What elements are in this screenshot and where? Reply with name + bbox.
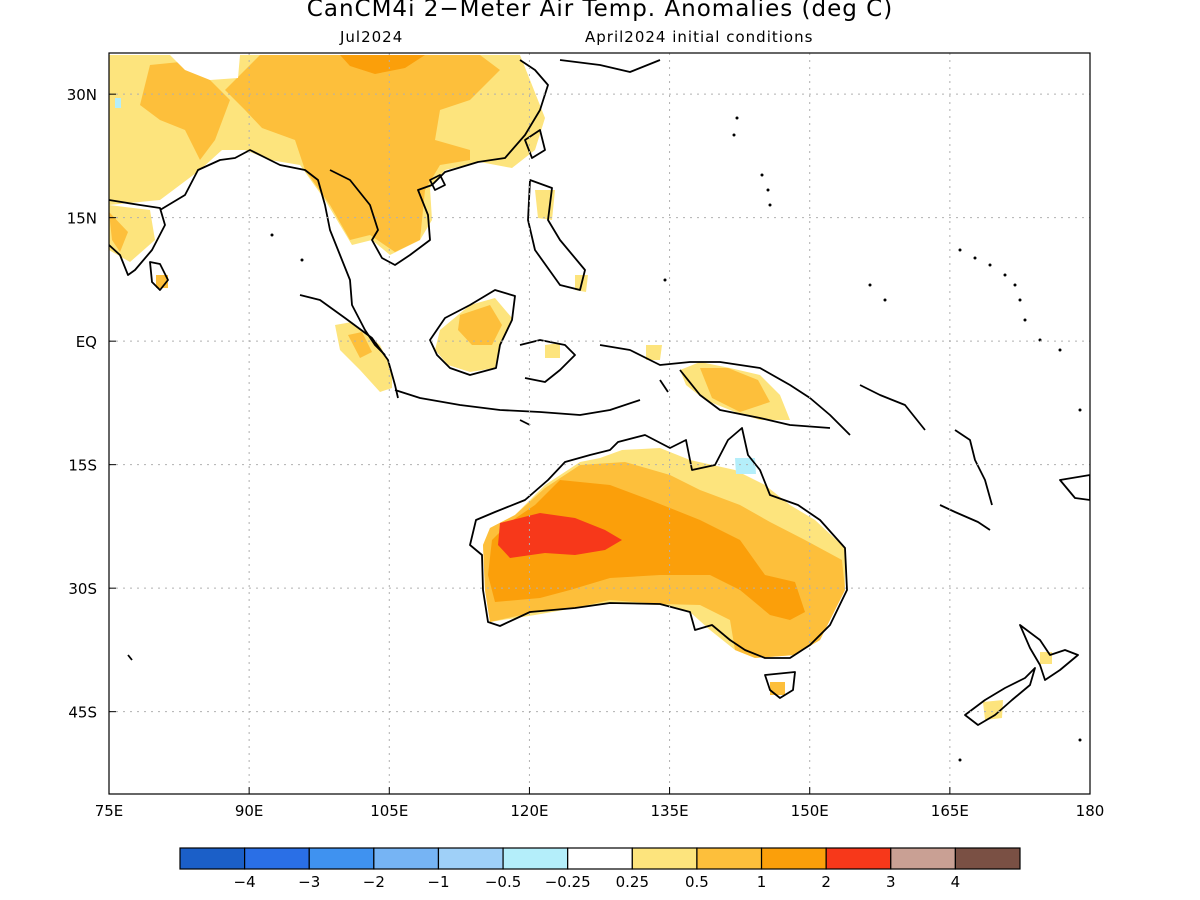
lat-tick-label: 30N: [67, 86, 97, 104]
lon-tick-label: 120E: [510, 802, 548, 820]
lon-tick-label: 75E: [95, 802, 124, 820]
colorbar-swatch: [631, 847, 698, 870]
australia-warm-anomalies: [115, 98, 1052, 720]
lat-tick-label: 15S: [68, 457, 97, 475]
colorbar-swatch: [890, 847, 956, 870]
colorbar-label: 4: [951, 873, 961, 891]
colorbar-swatch: [825, 847, 892, 870]
lat-tick-label: 45S: [68, 704, 97, 722]
small-islands: [270, 116, 1082, 762]
colorbar-label: 3: [886, 873, 896, 891]
colorbar-swatch: [179, 847, 246, 870]
colorbar-swatch: [437, 847, 504, 870]
colorbar-label: −4: [234, 873, 256, 891]
colorbar-label: −0.25: [545, 873, 591, 891]
lon-tick-label: 165E: [931, 802, 969, 820]
colorbar-swatch: [373, 847, 440, 870]
lat-tick-label: EQ: [76, 333, 97, 351]
colorbar-label: −2: [363, 873, 385, 891]
colorbar-label: −3: [298, 873, 320, 891]
valid-month-label: Jul2024: [340, 28, 404, 46]
map-title: CanCM4i 2−Meter Air Temp. Anomalies (deg…: [306, 0, 894, 22]
lon-tick-label: 180: [1076, 802, 1105, 820]
colorbar-label: 0.25: [616, 873, 649, 891]
lon-tick-label: 150E: [791, 802, 829, 820]
plot-frame: [108, 52, 1091, 795]
lon-tick-label: 105E: [370, 802, 408, 820]
lat-tick-label: 15N: [67, 210, 97, 228]
colorbar-label: 2: [821, 873, 831, 891]
colorbar: −4 −3 −2 −1 −0.5 −0.25 0.25 0.5 1 2 3 4: [179, 847, 1021, 891]
colorbar-swatch: [954, 847, 1021, 870]
colorbar-swatch: [696, 847, 763, 870]
longitude-axis: 75E 90E 105E 120E 135E 150E 165E 180: [95, 787, 1105, 820]
lon-tick-label: 90E: [235, 802, 264, 820]
graticule: [109, 53, 1090, 794]
colorbar-swatch: [308, 847, 375, 870]
latitude-axis: 30N 15N EQ 15S 30S 45S: [67, 86, 116, 722]
colorbar-swatch: [760, 847, 827, 870]
asia-warm-anomalies: [109, 55, 545, 288]
initial-conditions-label: April2024 initial conditions: [585, 28, 814, 46]
colorbar-label: −0.5: [485, 873, 521, 891]
colorbar-label: 0.5: [685, 873, 709, 891]
lat-tick-label: 30S: [68, 580, 97, 598]
coastlines: [109, 59, 1090, 726]
colorbar-swatch: [244, 847, 310, 870]
map-plot-area: [109, 55, 1090, 762]
colorbar-label: 1: [757, 873, 767, 891]
colorbar-label: −1: [427, 873, 449, 891]
colorbar-swatch: [502, 847, 569, 870]
lon-tick-label: 135E: [651, 802, 689, 820]
colorbar-swatch: [567, 847, 633, 870]
